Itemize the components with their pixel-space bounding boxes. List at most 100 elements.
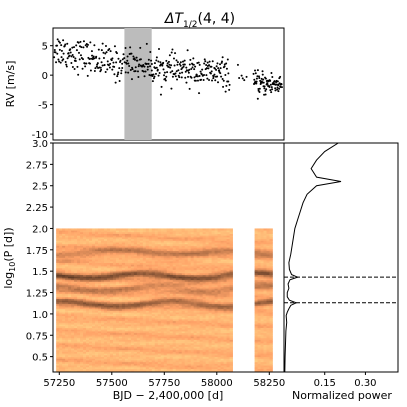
- heatmap-cell: [71, 301, 75, 305]
- heatmap-cell: [109, 247, 114, 250]
- heatmap-cell: [109, 250, 114, 253]
- heatmap-cell: [130, 240, 135, 243]
- heatmap-cell: [190, 307, 195, 310]
- heatmap-cell: [190, 272, 195, 275]
- heatmap-cell: [103, 247, 108, 250]
- heatmap-cell: [83, 319, 87, 322]
- heatmap-cell: [172, 305, 177, 308]
- heatmap-cell: [98, 240, 102, 243]
- heatmap-cell: [139, 356, 144, 359]
- heatmap-cell: [77, 346, 81, 349]
- heatmap-cell: [211, 230, 216, 233]
- heatmap-cell: [211, 288, 216, 291]
- heatmap-cell: [190, 281, 195, 284]
- heatmap-cell: [208, 260, 213, 264]
- heatmap-cell: [187, 243, 192, 246]
- heatmap-cell: [205, 363, 210, 366]
- heatmap-cell: [98, 334, 102, 337]
- heatmap-cell: [160, 324, 165, 327]
- heatmap-cell: [136, 247, 141, 250]
- heatmap-cell: [151, 281, 156, 284]
- heatmap-cell: [68, 351, 72, 354]
- heatmap-cell: [196, 276, 201, 279]
- heatmap-cell: [205, 307, 210, 310]
- heatmap-cell: [62, 368, 66, 371]
- heatmap-cell: [83, 269, 87, 272]
- heatmap-cell: [109, 235, 114, 238]
- heatmap-cell: [199, 368, 204, 371]
- heatmap-cell: [71, 252, 75, 255]
- heatmap-cell: [109, 298, 114, 301]
- heatmap-cell: [83, 307, 87, 310]
- heatmap-cell: [157, 286, 162, 289]
- heatmap-cell: [160, 255, 165, 258]
- heatmap-cell: [121, 365, 126, 368]
- heatmap-cell: [190, 310, 195, 313]
- heatmap-cell: [86, 342, 90, 346]
- heatmap-cell: [71, 264, 75, 267]
- heatmap-cell: [83, 315, 87, 318]
- heatmap-cell: [65, 315, 69, 318]
- heatmap-cell: [160, 298, 165, 301]
- heatmap-cell: [71, 368, 75, 371]
- heatmap-cell: [124, 288, 129, 291]
- heatmap-cell: [190, 262, 195, 265]
- heatmap-cell: [59, 276, 63, 279]
- heatmap-cell: [92, 298, 96, 301]
- rv-point: [150, 62, 153, 65]
- heatmap-cell: [56, 342, 60, 346]
- heatmap-cell: [199, 332, 204, 335]
- rv-point: [129, 46, 132, 49]
- heatmap-cell: [148, 307, 153, 310]
- heatmap-cell: [142, 231, 147, 234]
- rv-point: [196, 79, 199, 82]
- heatmap-cell: [133, 240, 138, 243]
- heatmap-cell: [106, 286, 111, 289]
- heatmap-cell: [127, 235, 132, 238]
- heatmap-cell: [62, 293, 66, 296]
- heatmap-cell: [127, 358, 132, 361]
- heatmap-cell: [157, 262, 162, 265]
- heatmap-cell: [190, 327, 195, 330]
- heatmap-cell: [136, 293, 141, 296]
- heatmap-cell: [77, 266, 81, 269]
- heatmap-cell: [103, 303, 108, 306]
- heatmap-cell: [151, 255, 156, 258]
- heatmap-cell: [190, 245, 195, 248]
- heatmap-cell: [196, 315, 201, 318]
- heatmap-cell: [112, 322, 117, 325]
- heatmap-cell: [127, 344, 132, 347]
- rv-point: [175, 70, 178, 73]
- heatmap-cell: [80, 281, 84, 284]
- rv-point: [132, 55, 135, 58]
- heatmap-cell: [86, 315, 90, 318]
- heatmap-cell: [112, 291, 117, 294]
- rv-point: [53, 56, 56, 59]
- heatmap-cell: [202, 248, 207, 252]
- heatmap-cell: [83, 228, 87, 231]
- heatmap-cell: [148, 363, 153, 366]
- heatmap-cell: [62, 296, 66, 299]
- heatmap-cell: [92, 289, 96, 293]
- heatmap-cell: [199, 320, 204, 323]
- heatmap-cell: [160, 353, 165, 356]
- heatmap-cell: [130, 288, 135, 291]
- heatmap-cell: [151, 295, 156, 298]
- rv-point: [71, 65, 74, 68]
- rv-point: [95, 65, 98, 68]
- heatmap-cell: [190, 325, 195, 328]
- heatmap-cell: [77, 337, 81, 340]
- heatmap-cell: [169, 255, 174, 258]
- heatmap-cell: [118, 233, 123, 236]
- heatmap-cell: [112, 278, 117, 281]
- rv-point: [261, 73, 264, 76]
- heatmap-cell: [121, 307, 126, 310]
- heatmap-cell: [103, 351, 108, 354]
- heatmap-cell: [172, 295, 177, 298]
- heatmap-cell: [101, 286, 105, 289]
- heatmap-cell: [208, 291, 213, 294]
- heatmap-cell: [71, 336, 75, 339]
- heatmap-cell: [118, 260, 123, 264]
- heatmap-cell: [71, 279, 75, 282]
- heatmap-cell: [101, 363, 105, 366]
